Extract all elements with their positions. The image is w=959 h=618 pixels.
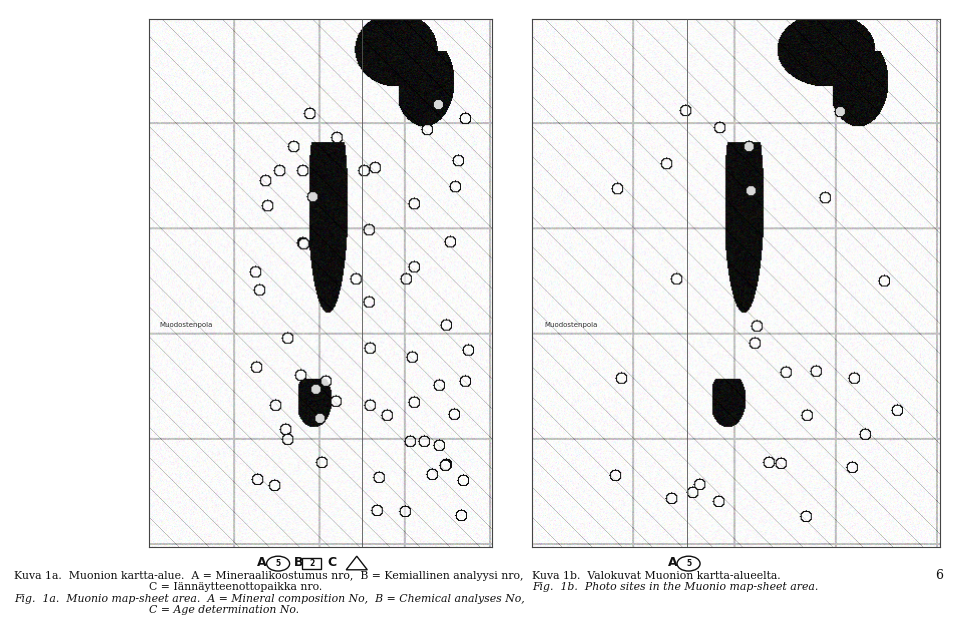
Text: Kuva 1a.  Muonion kartta-alue.  A = Mineraalikoostumus nro,  B = Kemiallinen ana: Kuva 1a. Muonion kartta-alue. A = Minera…: [14, 571, 524, 581]
Text: C: C: [327, 556, 337, 570]
Text: 5: 5: [275, 559, 281, 568]
Text: Muodostenpola: Muodostenpola: [159, 322, 212, 328]
Text: Fig.  1b.  Photo sites in the Muonio map-sheet area.: Fig. 1b. Photo sites in the Muonio map-s…: [532, 582, 819, 592]
Text: A: A: [667, 556, 677, 570]
Text: Fig.  1a.  Muonio map-sheet area.  A = Mineral composition No,  B = Chemical ana: Fig. 1a. Muonio map-sheet area. A = Mine…: [14, 594, 526, 604]
Text: C = Iännäytteenottopaikka nro.: C = Iännäytteenottopaikka nro.: [149, 582, 322, 592]
Text: B: B: [293, 556, 303, 570]
Text: A: A: [257, 556, 267, 570]
Circle shape: [267, 556, 290, 571]
Circle shape: [677, 556, 700, 571]
Text: C = Age determination No.: C = Age determination No.: [149, 605, 299, 615]
Polygon shape: [346, 556, 367, 570]
Text: 5: 5: [686, 559, 691, 568]
Text: Muodostenpola: Muodostenpola: [545, 322, 597, 328]
Text: 6: 6: [935, 569, 943, 583]
Text: Kuva 1b.  Valokuvat Muonion kartta-alueelta.: Kuva 1b. Valokuvat Muonion kartta-alueel…: [532, 571, 781, 581]
Text: 2: 2: [309, 559, 315, 568]
FancyBboxPatch shape: [302, 558, 321, 569]
